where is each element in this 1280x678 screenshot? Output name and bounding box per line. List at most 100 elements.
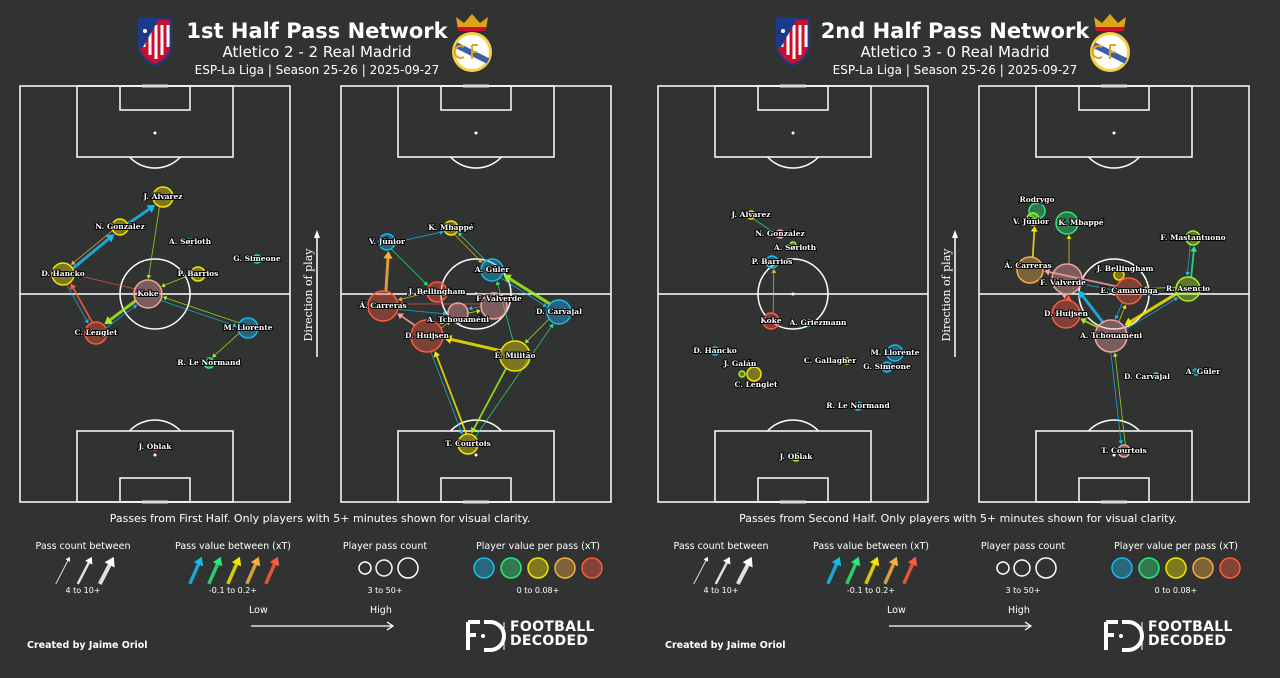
player-node[interactable]: [84, 321, 108, 345]
player-node[interactable]: [1051, 263, 1083, 295]
player-node[interactable]: [881, 361, 893, 373]
player-node[interactable]: [410, 319, 444, 353]
legend-arrow: [693, 556, 709, 585]
player-node[interactable]: [190, 266, 206, 282]
player-node[interactable]: [133, 279, 163, 309]
legend-arrow: [714, 556, 731, 585]
player-node[interactable]: [762, 312, 780, 330]
pass-arrow: [397, 308, 447, 317]
player-name: K. Mbappé: [1058, 218, 1104, 227]
pass-edges: [753, 218, 777, 314]
player-name: V. Júnior: [1012, 217, 1050, 226]
player-node[interactable]: [480, 292, 508, 320]
pass-arrow: [105, 304, 138, 329]
legend-range-player-count: 3 to 50+: [1005, 586, 1041, 595]
pitch-atletico: J. Alvarez N. González A. Sørloth P. Barrio…: [657, 84, 929, 504]
panel-2: 2nd Half Pass Network Atletico 3 - 0 Real…: [638, 0, 1278, 678]
match-info: ESP-La Liga | Season 25-26 | 2025-09-27: [194, 63, 440, 77]
brand-line-1: FOOTBALL: [510, 619, 595, 635]
legend-circle: [397, 557, 419, 579]
low-high-arrow: [889, 621, 1033, 631]
player-node[interactable]: [746, 366, 762, 382]
player-labels: J. Alvarez N. González A. Sørloth P. Barrio…: [692, 209, 921, 462]
player-node[interactable]: [443, 220, 459, 236]
credit: Created by Jaime Oriol: [27, 640, 148, 651]
player-node[interactable]: [367, 290, 399, 322]
player-node[interactable]: [1026, 212, 1040, 226]
player-node[interactable]: [457, 433, 479, 455]
player-name: D. Huijsen: [405, 331, 450, 340]
player-node[interactable]: [447, 302, 469, 324]
player-node[interactable]: [775, 229, 785, 239]
player-node[interactable]: [746, 210, 756, 220]
pass-arrow: [454, 234, 483, 263]
player-circle: [843, 357, 851, 365]
legend-circle-Y: [527, 557, 549, 579]
player-node[interactable]: [51, 262, 75, 286]
player-node[interactable]: [789, 241, 797, 249]
player-circle: [1051, 263, 1083, 295]
legend-range-pass-count: 4 to 10+: [703, 586, 739, 595]
player-node[interactable]: [791, 452, 801, 462]
player-name: J. Oblak: [138, 442, 173, 451]
player-node[interactable]: [1055, 211, 1079, 235]
football-decoded-logo: FOOTBALL DECODED: [1104, 618, 1244, 652]
player-name: M. Llorente: [223, 323, 272, 332]
player-node[interactable]: [843, 357, 851, 365]
player-name: D. Hancko: [41, 269, 85, 278]
player-node[interactable]: [152, 186, 174, 208]
caption: Passes from First Half. Only players wit…: [109, 512, 531, 525]
legend-player-value-circles: [1111, 557, 1241, 579]
player-node[interactable]: [738, 370, 746, 378]
player-node[interactable]: [1192, 368, 1200, 376]
pass-arrow: [524, 318, 550, 344]
brand-text: FOOTBALL DECODED: [510, 620, 595, 648]
player-node[interactable]: [853, 401, 863, 411]
player-node[interactable]: [1115, 277, 1143, 305]
player-node[interactable]: [805, 319, 813, 327]
player-name: Á. Carreras: [1003, 261, 1052, 270]
player-node[interactable]: [1051, 299, 1081, 329]
player-node[interactable]: [1094, 319, 1128, 353]
player-node[interactable]: [765, 255, 779, 269]
real-madrid-crest-logo: [1090, 14, 1130, 72]
player-name: G. Simeone: [863, 362, 911, 371]
player-name: Á. Carreras: [358, 301, 407, 310]
player-node[interactable]: [1117, 444, 1131, 458]
player-circle: [190, 266, 206, 282]
player-node[interactable]: [1016, 256, 1044, 284]
direction-label: Direction of play: [940, 248, 953, 342]
legend-circle-O: [1192, 557, 1214, 579]
player-node[interactable]: [111, 218, 129, 236]
pass-arrow: [1080, 318, 1098, 328]
player-node[interactable]: [1185, 230, 1201, 246]
legend-arrow-G: [845, 556, 861, 585]
player-circle: [775, 229, 785, 239]
player-circle: [186, 238, 194, 246]
player-node[interactable]: [1152, 372, 1160, 380]
player-node[interactable]: [151, 443, 159, 451]
player-name: E. Camavinga: [1100, 286, 1157, 295]
player-node[interactable]: [378, 233, 396, 251]
legend-arrow-Y: [226, 556, 242, 585]
player-circle: [1192, 368, 1200, 376]
player-node[interactable]: [203, 357, 215, 369]
player-node[interactable]: [1113, 269, 1125, 281]
player-node[interactable]: [1028, 202, 1046, 220]
player-node[interactable]: [886, 344, 904, 362]
player-node[interactable]: [426, 281, 448, 303]
player-node[interactable]: [499, 340, 531, 372]
player-node[interactable]: [480, 258, 504, 282]
player-node[interactable]: [710, 346, 720, 356]
legend-arrow-C: [826, 556, 842, 585]
arrow-up-icon: [314, 230, 320, 238]
legend-arrow-G: [207, 556, 223, 585]
pass-arrow: [1125, 297, 1178, 330]
player-node[interactable]: [237, 317, 259, 339]
player-node[interactable]: [186, 238, 194, 246]
player-name: J. Alvarez: [730, 210, 770, 219]
player-node[interactable]: [252, 254, 262, 264]
pass-arrow: [399, 301, 481, 307]
player-node[interactable]: [1175, 276, 1201, 302]
player-node[interactable]: [546, 299, 572, 325]
